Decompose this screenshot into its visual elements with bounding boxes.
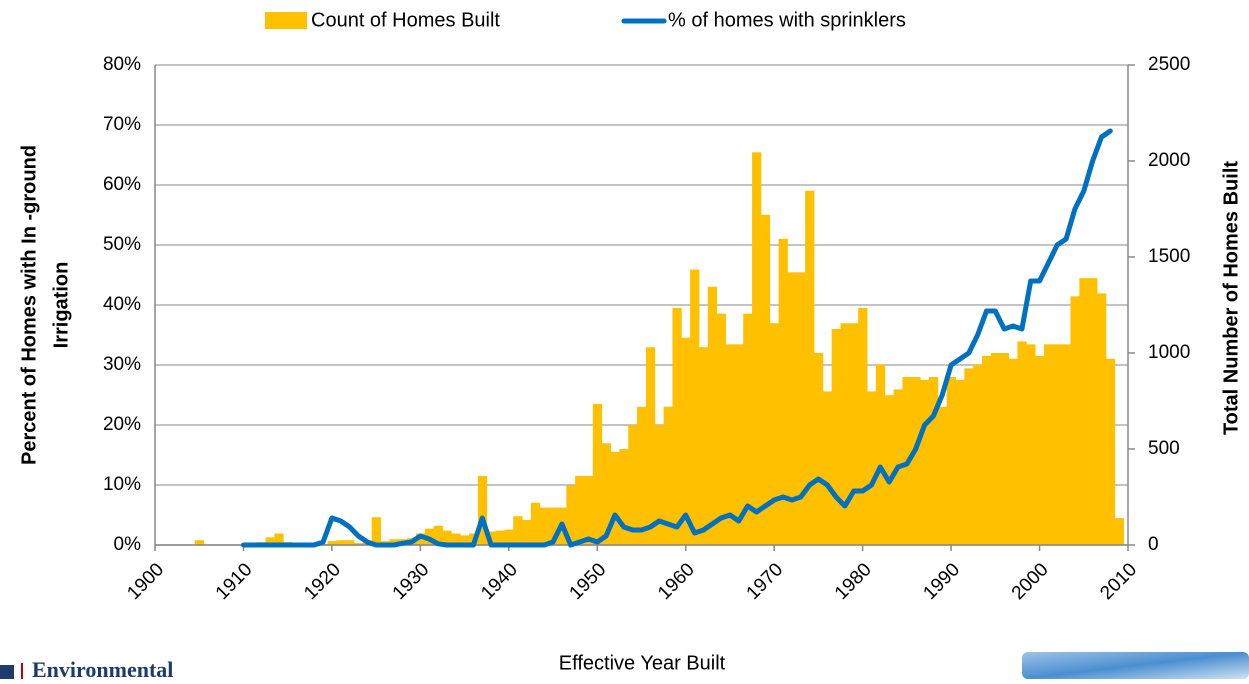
bar: [814, 353, 823, 545]
bar: [655, 425, 664, 545]
x-tick-label: 2010: [1096, 559, 1141, 604]
x-tick-label: 1900: [123, 559, 168, 604]
y2-tick-label: 0: [1148, 534, 1159, 555]
bar: [938, 407, 947, 545]
bar: [522, 520, 531, 545]
bar: [672, 308, 681, 545]
bar: [1115, 518, 1124, 545]
labels: 0% 10% 20% 30% 40% 50% 60% 70% 80% 0 500 1000 1500 20…: [18, 9, 1242, 674]
bar: [372, 517, 381, 545]
bar: [920, 380, 929, 545]
bar: [867, 391, 876, 545]
logo-mark: [0, 665, 14, 679]
bar: [1062, 344, 1071, 545]
bar: [1000, 353, 1009, 545]
bar: [761, 215, 770, 545]
bar: [611, 452, 620, 545]
y-axis-title: Irrigation: [50, 262, 72, 349]
bar: [841, 323, 850, 545]
bar: [956, 380, 965, 545]
bar: [752, 152, 761, 545]
y-tick-label: 50%: [103, 234, 141, 255]
bar: [699, 347, 708, 545]
y2-axis-title: Total Number of Homes Built: [1220, 161, 1242, 435]
bar: [770, 323, 779, 545]
bar: [1009, 359, 1018, 545]
bar: [575, 476, 584, 545]
page: {"chart_data": {"type": "combo", "xlabel…: [0, 0, 1249, 679]
x-tick-label: 1990: [919, 559, 964, 604]
bar: [1044, 344, 1053, 545]
bar: [858, 308, 867, 545]
bar: [911, 377, 920, 545]
x-tick-label: 1930: [389, 559, 434, 604]
bar: [885, 395, 894, 545]
y-tick-label: 10%: [103, 474, 141, 495]
y-tick-label: 30%: [103, 354, 141, 375]
bar: [540, 508, 549, 545]
y-tick-label: 0%: [114, 534, 142, 555]
bar: [832, 329, 841, 545]
bar: [1079, 278, 1088, 545]
bar: [823, 391, 832, 545]
bar: [964, 368, 973, 545]
bar: [1035, 356, 1044, 545]
bar: [1097, 293, 1106, 545]
bar: [787, 272, 796, 545]
y2-tick-label: 1500: [1148, 246, 1190, 267]
x-tick-label: 1920: [300, 559, 345, 604]
bar: [947, 377, 956, 545]
bar: [991, 353, 1000, 545]
legend-label: Count of Homes Built: [311, 9, 500, 31]
y-tick-label: 60%: [103, 174, 141, 195]
legend-swatch: [265, 12, 307, 29]
bars: [195, 152, 1124, 545]
bar: [646, 347, 655, 545]
y2-tick-label: 1000: [1148, 342, 1190, 363]
footer-image: [1022, 652, 1249, 679]
bar: [584, 476, 593, 545]
y2-tick-label: 500: [1148, 438, 1180, 459]
bar: [1026, 344, 1035, 545]
bar: [876, 365, 885, 545]
x-tick-label: 1910: [212, 559, 257, 604]
legend-label: % of homes with sprinklers: [668, 9, 906, 31]
y-axis-title: Percent of Homes with In -ground: [18, 145, 40, 465]
bar: [1053, 344, 1062, 545]
x-tick-label: 1960: [654, 559, 699, 604]
y2-tick-label: 2000: [1148, 150, 1190, 171]
x-tick-label: 1970: [743, 559, 788, 604]
chart: 0% 10% 20% 30% 40% 50% 60% 70% 80% 0 500 1000 1500 20…: [0, 0, 1249, 679]
bar: [796, 272, 805, 545]
bar: [513, 516, 522, 545]
bar: [982, 356, 991, 545]
y-tick-label: 80%: [103, 54, 141, 75]
bar: [690, 269, 699, 545]
x-axis-title: Effective Year Built: [559, 652, 726, 674]
bar: [849, 323, 858, 545]
logo-text: Environmental: [32, 657, 173, 679]
bar: [1088, 278, 1097, 545]
bar: [708, 287, 717, 545]
bar: [637, 407, 646, 545]
x-tick-label: 1980: [831, 559, 876, 604]
bar: [717, 314, 726, 545]
bar: [973, 365, 982, 545]
bar: [1071, 296, 1080, 545]
y-tick-label: 40%: [103, 294, 141, 315]
bar: [1106, 359, 1115, 545]
x-tick-label: 1950: [566, 559, 611, 604]
bar: [531, 503, 540, 545]
y-tick-label: 20%: [103, 414, 141, 435]
y-tick-label: 70%: [103, 114, 141, 135]
y2-tick-label: 2500: [1148, 54, 1190, 75]
bar: [1017, 341, 1026, 545]
bar: [593, 404, 602, 545]
x-tick-label: 2000: [1008, 559, 1053, 604]
x-tick-label: 1940: [477, 559, 522, 604]
